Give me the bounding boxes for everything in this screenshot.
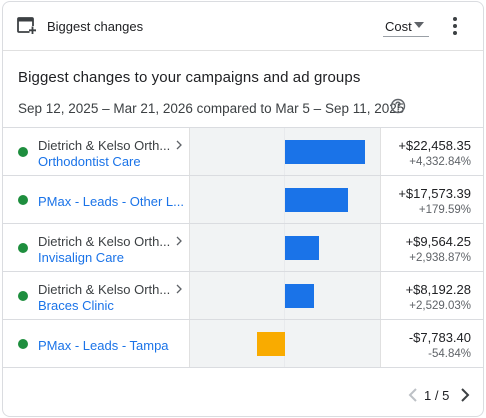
card-name: Biggest changes [47, 19, 144, 34]
chevron-right-icon [176, 140, 182, 150]
change-bar [285, 188, 348, 212]
status-dot-icon [18, 243, 28, 253]
row-parent-campaign: Dietrich & Kelso Orth... [38, 138, 171, 153]
change-amount: +$9,564.25 [405, 234, 471, 249]
status-dot-icon [18, 339, 28, 349]
card-title: Biggest changes to your campaigns and ad… [18, 69, 361, 86]
status-dot-icon [18, 195, 28, 205]
change-amount: +$8,192.28 [405, 282, 471, 297]
page-indicator: 1 / 5 [424, 388, 450, 403]
change-percent: -54.84% [428, 348, 471, 360]
add-card-icon [17, 17, 36, 34]
change-percent: +2,529.03% [409, 300, 471, 312]
metric-dropdown-value: Cost [385, 19, 412, 34]
row-name-link[interactable]: Orthodontist Care [38, 154, 141, 169]
zero-axis-line [284, 128, 285, 368]
table-row[interactable]: PMax - Leads - Other L... +$17,573.39 +179… [3, 176, 483, 224]
change-bar [257, 332, 285, 356]
change-percent: +4,332.84% [409, 156, 471, 168]
change-amount: -$7,783.40 [408, 330, 471, 345]
change-percent: +2,938.87% [409, 252, 471, 264]
date-range: Sep 12, 2025 – Mar 21, 2026 compared to … [18, 101, 405, 116]
help-icon[interactable] [390, 98, 406, 114]
change-bar [285, 284, 315, 308]
metric-dropdown[interactable]: Cost [383, 15, 429, 37]
row-name-link[interactable]: PMax - Leads - Other L... [38, 194, 184, 209]
change-amount: +$17,573.39 [398, 186, 471, 201]
more-vert-icon[interactable] [447, 14, 463, 38]
chevron-right-icon[interactable] [460, 388, 470, 402]
row-name-link[interactable]: Braces Clinic [38, 298, 114, 313]
chevron-left-icon[interactable] [408, 388, 418, 402]
row-parent-campaign: Dietrich & Kelso Orth... [38, 282, 171, 297]
chevron-right-icon [176, 236, 182, 246]
status-dot-icon [18, 291, 28, 301]
chevron-right-icon [176, 284, 182, 294]
change-amount: +$22,458.35 [398, 138, 471, 153]
table-row[interactable]: Dietrich & Kelso Orth... Orthodontist Car… [3, 128, 483, 176]
table-row[interactable]: Dietrich & Kelso Orth... Braces Clinic +$8… [3, 272, 483, 320]
changes-table: Dietrich & Kelso Orth... Orthodontist Car… [3, 127, 483, 369]
row-name-link[interactable]: PMax - Leads - Tampa [38, 338, 169, 353]
row-name-link[interactable]: Invisalign Care [38, 250, 124, 265]
card-header: Biggest changes Cost [3, 2, 483, 51]
pagination: 1 / 5 [405, 385, 475, 405]
status-dot-icon [18, 147, 28, 157]
change-bar [285, 236, 320, 260]
change-percent: +179.59% [418, 204, 471, 216]
row-parent-campaign: Dietrich & Kelso Orth... [38, 234, 171, 249]
change-bar [285, 140, 365, 164]
caret-down-icon [414, 22, 424, 28]
table-row[interactable]: Dietrich & Kelso Orth... Invisalign Care +… [3, 224, 483, 272]
table-row[interactable]: PMax - Leads - Tampa -$7,783.40 -54.84% [3, 320, 483, 368]
